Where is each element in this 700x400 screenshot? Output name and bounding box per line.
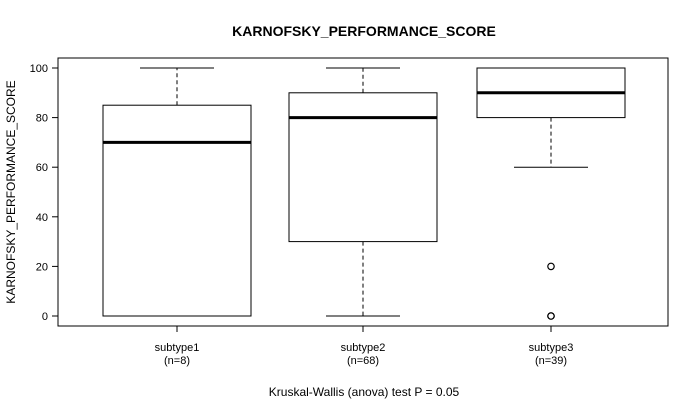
x-tick-label: subtype1: [155, 342, 200, 354]
y-axis-label: KARNOFSKY_PERFORMANCE_SCORE: [4, 80, 18, 303]
y-tick-label: 20: [36, 261, 48, 273]
y-tick-label: 60: [36, 162, 48, 174]
count-label: (n=8): [164, 355, 190, 367]
y-tick-label: 40: [36, 212, 48, 224]
box-subtype2: [288, 92, 438, 243]
outlier-point: [547, 312, 555, 320]
y-tick-label: 0: [42, 311, 48, 323]
count-label: (n=39): [535, 355, 567, 367]
y-tick-label: 100: [30, 63, 48, 75]
chart-title: KARNOFSKY_PERFORMANCE_SCORE: [232, 23, 496, 39]
outlier-point: [547, 262, 555, 271]
x-tick-label: subtype3: [529, 342, 574, 354]
x-tick-label: subtype2: [341, 342, 386, 354]
y-tick-label: 80: [36, 113, 48, 125]
box-subtype1: [102, 104, 252, 317]
x-axis-label: Kruskal-Wallis (anova) test P = 0.05: [269, 385, 460, 399]
count-label: (n=68): [347, 355, 379, 367]
